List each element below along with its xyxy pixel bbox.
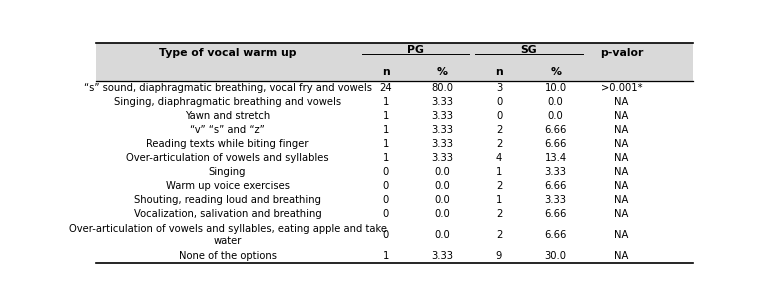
Text: 2: 2	[496, 139, 502, 149]
Text: 13.4: 13.4	[544, 153, 567, 163]
Text: 3.33: 3.33	[544, 195, 567, 205]
Text: 0: 0	[496, 111, 502, 121]
Text: 0: 0	[383, 209, 389, 219]
Text: “v” “s” and “z”: “v” “s” and “z”	[190, 125, 265, 135]
Text: Vocalization, salivation and breathing: Vocalization, salivation and breathing	[134, 209, 321, 219]
Text: 6.66: 6.66	[544, 139, 567, 149]
Text: 0.0: 0.0	[434, 209, 450, 219]
Text: Over-articulation of vowels and syllables, eating apple and take
water: Over-articulation of vowels and syllable…	[69, 223, 387, 246]
Text: 30.0: 30.0	[544, 251, 567, 261]
Text: “s” sound, diaphragmatic breathing, vocal fry and vowels: “s” sound, diaphragmatic breathing, voca…	[83, 83, 372, 93]
Text: NA: NA	[614, 97, 628, 107]
Text: 0.0: 0.0	[434, 230, 450, 240]
Text: >0.001*: >0.001*	[601, 83, 642, 93]
Text: 1: 1	[496, 167, 502, 177]
Text: 0: 0	[496, 97, 502, 107]
Text: 3.33: 3.33	[544, 167, 567, 177]
Text: 2: 2	[496, 230, 502, 240]
Text: 0.0: 0.0	[548, 111, 564, 121]
Text: NA: NA	[614, 209, 628, 219]
Text: 2: 2	[496, 181, 502, 191]
Text: NA: NA	[614, 251, 628, 261]
Text: Yawn and stretch: Yawn and stretch	[185, 111, 270, 121]
Text: Singing, diaphragmatic breathing and vowels: Singing, diaphragmatic breathing and vow…	[114, 97, 341, 107]
Text: NA: NA	[614, 195, 628, 205]
Text: 0.0: 0.0	[434, 195, 450, 205]
Text: 6.66: 6.66	[544, 125, 567, 135]
Text: p-valor: p-valor	[600, 48, 643, 58]
Text: n: n	[382, 67, 390, 77]
Text: 6.66: 6.66	[544, 209, 567, 219]
Text: Warm up voice exercises: Warm up voice exercises	[166, 181, 290, 191]
Text: Type of vocal warm up: Type of vocal warm up	[159, 48, 296, 58]
Text: Shouting, reading loud and breathing: Shouting, reading loud and breathing	[134, 195, 321, 205]
Text: 1: 1	[383, 153, 389, 163]
Text: 0.0: 0.0	[434, 181, 450, 191]
Text: %: %	[551, 67, 561, 77]
Text: 1: 1	[383, 97, 389, 107]
Text: 3.33: 3.33	[431, 111, 454, 121]
Text: 0: 0	[383, 230, 389, 240]
Text: 0.0: 0.0	[434, 167, 450, 177]
Text: %: %	[437, 67, 448, 77]
Text: 1: 1	[383, 139, 389, 149]
Text: 3.33: 3.33	[431, 139, 454, 149]
Text: 0: 0	[383, 167, 389, 177]
Text: 3.33: 3.33	[431, 153, 454, 163]
Text: 9: 9	[496, 251, 502, 261]
Text: Reading texts while biting finger: Reading texts while biting finger	[146, 139, 309, 149]
Text: Singing: Singing	[209, 167, 246, 177]
Text: 0.0: 0.0	[548, 97, 564, 107]
Text: NA: NA	[614, 111, 628, 121]
Text: 4: 4	[496, 153, 502, 163]
Text: 3.33: 3.33	[431, 125, 454, 135]
Text: PG: PG	[407, 45, 424, 55]
Text: NA: NA	[614, 139, 628, 149]
Text: SG: SG	[521, 45, 537, 55]
Text: 0: 0	[383, 181, 389, 191]
Text: Over-articulation of vowels and syllables: Over-articulation of vowels and syllable…	[126, 153, 329, 163]
Text: 3.33: 3.33	[431, 251, 454, 261]
Text: 24: 24	[380, 83, 392, 93]
Text: NA: NA	[614, 230, 628, 240]
Text: NA: NA	[614, 153, 628, 163]
Text: 3.33: 3.33	[431, 97, 454, 107]
Text: 10.0: 10.0	[544, 83, 567, 93]
Text: NA: NA	[614, 181, 628, 191]
Text: 3: 3	[496, 83, 502, 93]
Text: 80.0: 80.0	[431, 83, 454, 93]
Text: NA: NA	[614, 125, 628, 135]
Text: 6.66: 6.66	[544, 181, 567, 191]
Text: NA: NA	[614, 167, 628, 177]
Text: 1: 1	[496, 195, 502, 205]
Text: 6.66: 6.66	[544, 230, 567, 240]
Text: 1: 1	[383, 251, 389, 261]
Text: 2: 2	[496, 125, 502, 135]
Text: n: n	[495, 67, 503, 77]
Text: 2: 2	[496, 209, 502, 219]
Text: 1: 1	[383, 125, 389, 135]
Text: 1: 1	[383, 111, 389, 121]
Bar	[96, 43, 693, 81]
Text: None of the options: None of the options	[179, 251, 276, 261]
Text: 0: 0	[383, 195, 389, 205]
